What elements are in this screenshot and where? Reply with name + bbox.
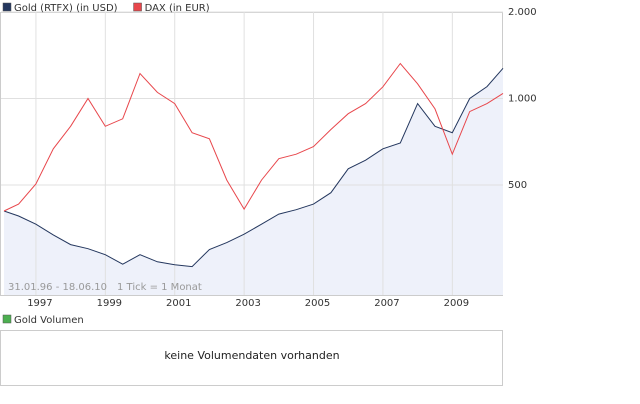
line-layer — [3, 62, 504, 268]
series-line — [3, 67, 504, 268]
x-tick-label: 2007 — [374, 298, 399, 309]
series-line — [3, 62, 504, 212]
x-tick-label: 1997 — [27, 298, 52, 309]
volume-message: keine Volumendaten vorhanden — [164, 349, 339, 362]
legend-swatch — [2, 2, 12, 12]
tick-note: 1 Tick = 1 Monat — [117, 282, 202, 293]
x-tick-label: 2001 — [166, 298, 191, 309]
legend-swatch — [133, 2, 142, 12]
y-tick-label: 1.000 — [508, 93, 537, 104]
period: 31.01.96 - 18.06.10 — [8, 282, 107, 293]
x-tick-label: 2005 — [305, 298, 330, 309]
legend-label: Gold (RTFX) (in USD) — [14, 3, 118, 14]
volume-legend: Gold Volumen — [14, 315, 84, 326]
grid-layer — [1, 11, 503, 295]
x-tick-label: 2003 — [235, 298, 260, 309]
x-tick-label: 1999 — [97, 298, 122, 309]
legend-label: DAX (in EUR) — [145, 3, 210, 14]
y-tick-label: 2.000 — [508, 7, 537, 18]
volume-frame — [0, 330, 503, 386]
y-tick-label: 500 — [508, 180, 527, 191]
legend-swatch — [2, 314, 12, 324]
area — [4, 68, 503, 295]
x-tick-label: 2009 — [444, 298, 469, 309]
area-layer — [4, 68, 503, 295]
